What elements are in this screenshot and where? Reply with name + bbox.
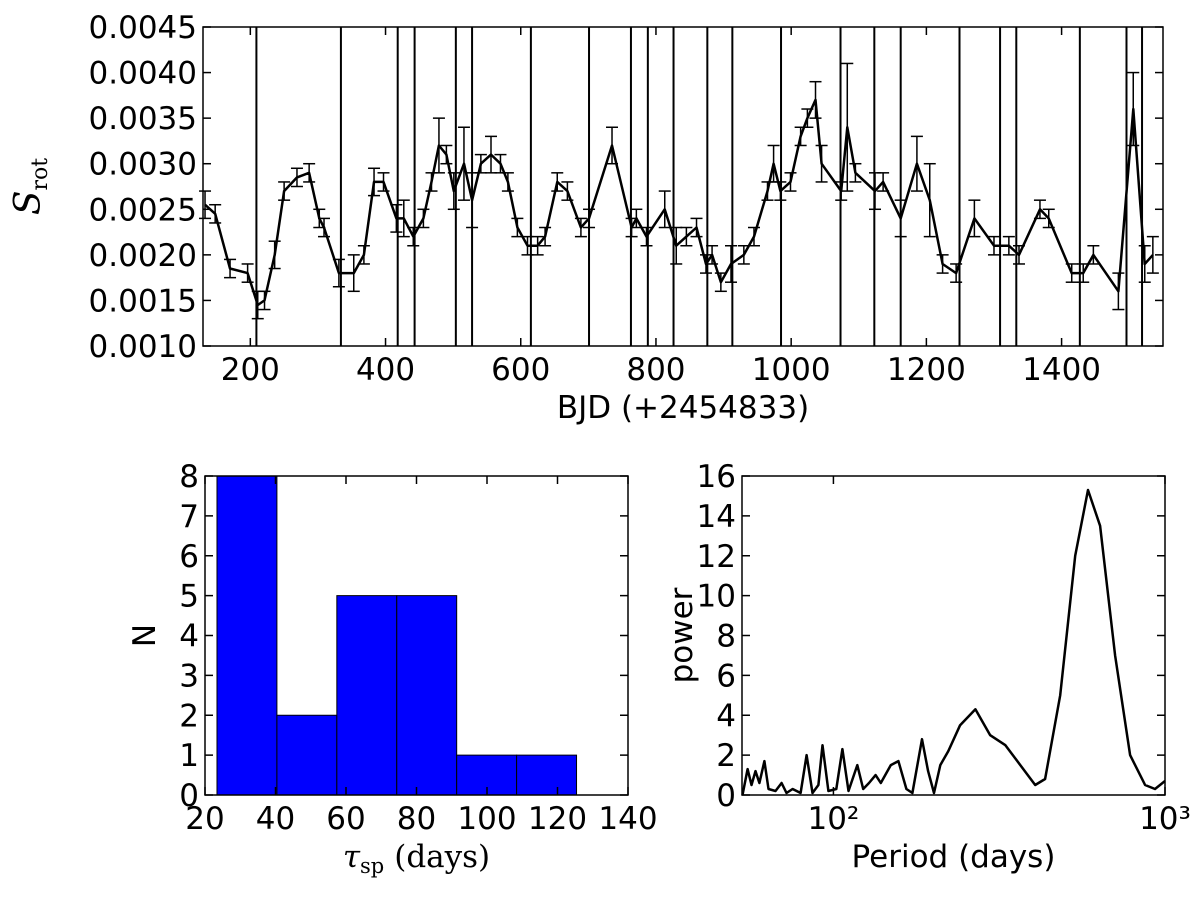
x-tick-label: 20: [185, 801, 224, 837]
x-tick-label: 1400: [1022, 352, 1101, 388]
y-tick-label: 7: [179, 499, 199, 535]
x-axis-label: BJD (+2454833): [557, 390, 809, 426]
panel: 10² 10³ 0 2 4 68 10 12 14 16 Period (days) power: [664, 459, 1191, 875]
y-tick-label: 8: [179, 459, 199, 495]
y-tick-label: 12: [697, 539, 736, 575]
x-axis-label-unit: (days): [394, 839, 490, 875]
x-tick-label: 10²: [807, 801, 859, 837]
x-axis-label: τsp (days): [343, 839, 490, 878]
x-tick-label: 800: [626, 352, 685, 388]
bar: [396, 595, 458, 796]
x-tick-label: 60: [326, 801, 365, 837]
x-tick-label: 120: [528, 801, 587, 837]
line: [204, 98, 1154, 307]
y-tick-label: 0.0045: [89, 10, 197, 46]
y-tick-label: 16: [697, 459, 736, 495]
x-tick-label: 200: [221, 352, 280, 388]
y-tick-label: 14: [697, 499, 736, 535]
y-tick-label: 0.0010: [89, 329, 197, 365]
bar: [216, 475, 278, 796]
y-tick-label: 0.0020: [89, 238, 197, 274]
y-axis-label-sub: rot: [28, 158, 53, 191]
y-tick-label: 2: [716, 738, 736, 774]
x-tick-label: 1000: [752, 352, 831, 388]
y-tick-label: 0: [716, 778, 736, 814]
x-tick-label: 140: [598, 801, 657, 837]
y-tick-label: 4: [716, 698, 736, 734]
plot-frame: [202, 26, 1164, 347]
y-tick-label: 6: [179, 539, 199, 575]
y-axis-label: N: [127, 624, 163, 647]
y-axis-label-symbol: S: [8, 190, 49, 215]
error-bar: [1146, 235, 1159, 274]
x-tick-label: 100: [457, 801, 516, 837]
x-axis-label: Period (days): [852, 839, 1056, 875]
y-tick-label: 5: [179, 579, 199, 615]
y-tick-label: 8: [716, 619, 736, 655]
x-axis-label-symbol: τ: [343, 839, 361, 875]
y-axis-label: Srot: [8, 158, 53, 215]
x-tick-label: 400: [356, 352, 415, 388]
y-tick-label: 0.0035: [89, 101, 197, 137]
y-tick-label: 0.0015: [89, 283, 197, 319]
x-tick-label: 1200: [887, 352, 966, 388]
y-tick-label: 0.0030: [89, 147, 197, 183]
bar: [336, 595, 398, 796]
panel: 200 400 600 800 1000 1200 1400 0.0010 0.0015 0.00…: [8, 10, 1164, 426]
bar: [516, 754, 578, 796]
y-tick-label: 0: [179, 778, 199, 814]
x-tick-label: 10³: [1139, 801, 1191, 837]
plot-frame: [741, 475, 1166, 796]
y-tick-label: 10: [697, 579, 736, 615]
bar: [276, 714, 338, 796]
y-tick-label: 2: [179, 698, 199, 734]
x-tick-label: 40: [256, 801, 295, 837]
y-tick-label: 6: [716, 658, 736, 694]
x-tick-label: 600: [491, 352, 550, 388]
y-tick-label: 4: [179, 619, 199, 655]
y-axis-label: power: [664, 587, 700, 683]
line: [741, 488, 1166, 796]
panel: 20 40 60 80 100 120 140 0 1 2 34 5 6 7 8 τsp (days) N: [127, 459, 658, 878]
x-axis-label-sub: sp: [360, 854, 384, 878]
x-tick-label: 80: [397, 801, 436, 837]
y-tick-label: 1: [179, 738, 199, 774]
y-tick-label: 3: [179, 658, 199, 694]
y-tick-label: 0.0025: [89, 192, 197, 228]
y-tick-label: 0.0040: [89, 56, 197, 92]
